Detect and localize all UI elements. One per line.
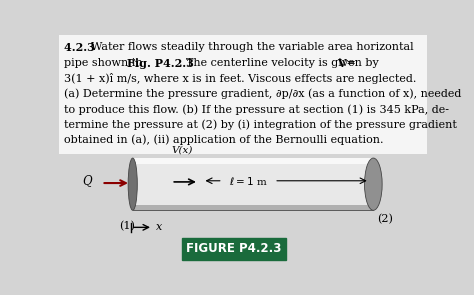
Ellipse shape <box>128 158 137 210</box>
Text: pipe shown in: pipe shown in <box>64 58 146 68</box>
Polygon shape <box>133 158 374 164</box>
Text: V(x): V(x) <box>171 146 192 155</box>
Text: to produce this flow. (b) If the pressure at section (1) is 345 kPa, de-: to produce this flow. (b) If the pressur… <box>64 104 449 114</box>
Text: termine the pressure at (2) by (i) integration of the pressure gradient: termine the pressure at (2) by (i) integ… <box>64 119 456 130</box>
Text: x: x <box>156 222 162 232</box>
Polygon shape <box>133 158 374 210</box>
Text: . The centerline velocity is given by: . The centerline velocity is given by <box>179 58 383 68</box>
Text: 4.2.3: 4.2.3 <box>64 42 99 53</box>
Text: V: V <box>337 58 345 69</box>
FancyBboxPatch shape <box>59 35 427 153</box>
Text: obtained in (a), (ii) application of the Bernoulli equation.: obtained in (a), (ii) application of the… <box>64 135 383 145</box>
Text: (2): (2) <box>377 214 393 224</box>
Text: Q: Q <box>82 174 92 187</box>
Text: (a) Determine the pressure gradient, ∂p/∂x (as a function of x), needed: (a) Determine the pressure gradient, ∂p/… <box>64 88 461 99</box>
Text: 3(1 + x)î m/s, where x is in feet. Viscous effects are neglected.: 3(1 + x)î m/s, where x is in feet. Visco… <box>64 73 416 84</box>
Text: Water flows steadily through the variable area horizontal: Water flows steadily through the variabl… <box>91 42 413 52</box>
Text: =: = <box>343 58 356 68</box>
Text: FIGURE P4.2.3: FIGURE P4.2.3 <box>186 242 282 255</box>
Text: Fig. P4.2.3: Fig. P4.2.3 <box>128 58 194 69</box>
Text: (1): (1) <box>119 221 135 231</box>
Ellipse shape <box>365 158 382 210</box>
Polygon shape <box>133 205 374 210</box>
Text: $\ell = 1$ m: $\ell = 1$ m <box>229 175 268 187</box>
